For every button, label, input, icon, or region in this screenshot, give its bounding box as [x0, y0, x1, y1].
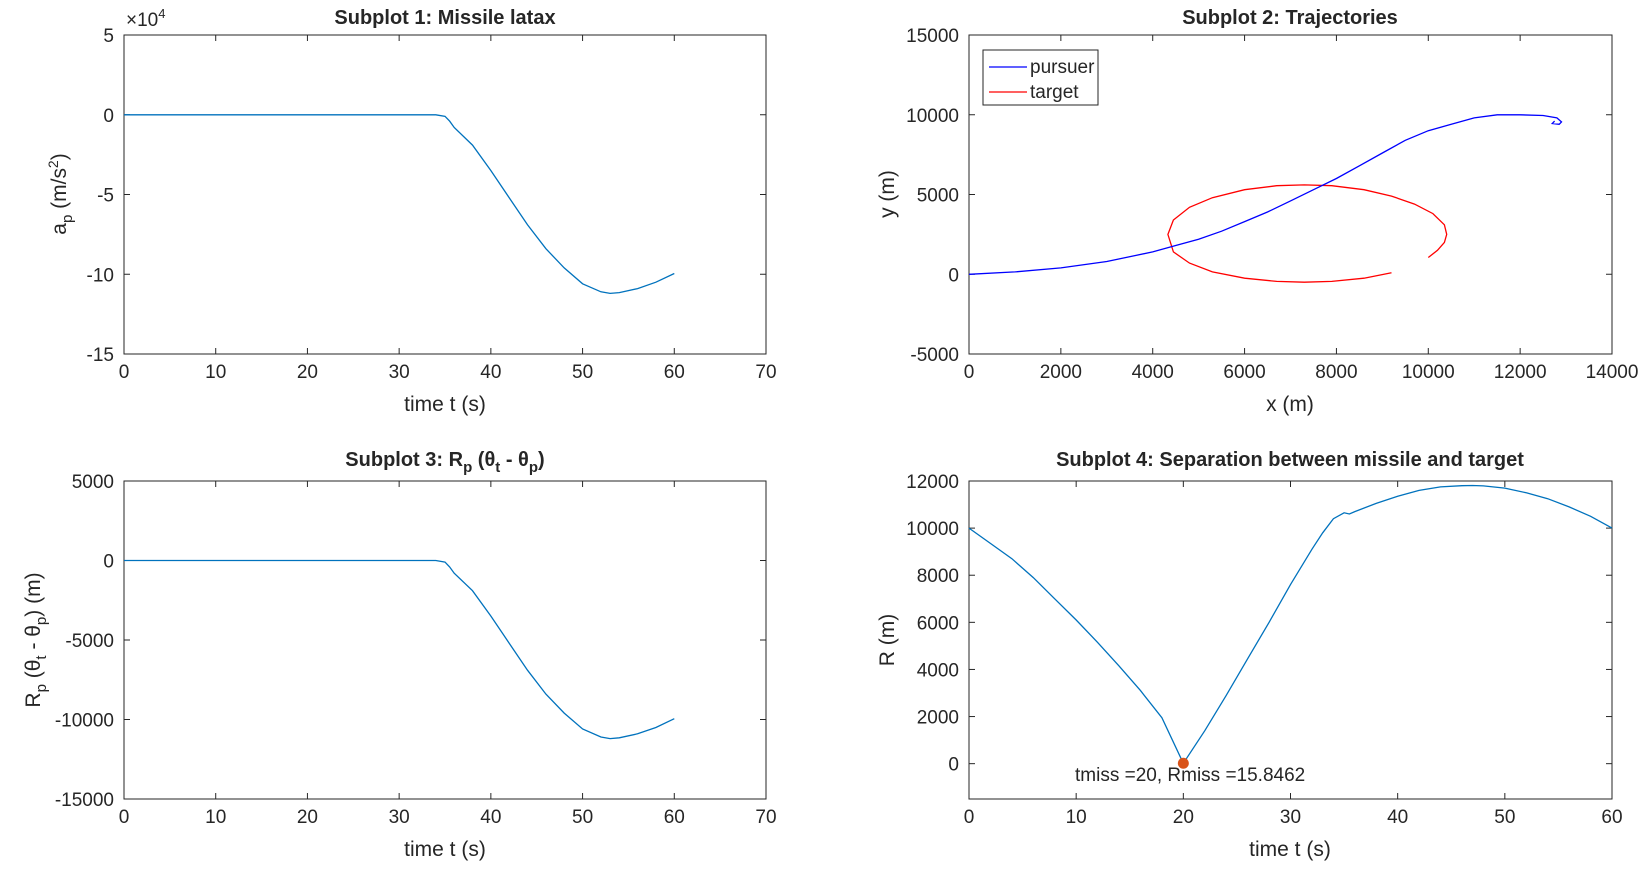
subplot-4-title: Subplot 4: Separation between missile an…: [1056, 449, 1524, 471]
x-tick-label: 30: [389, 362, 410, 383]
y-tick-label: -5000: [65, 631, 114, 652]
y-tick-label: -15: [87, 345, 114, 366]
x-tick-label: 4000: [1132, 362, 1174, 383]
subplot-4-miss-annotation: tmiss =20, Rmiss =15.8462: [1075, 765, 1305, 786]
x-tick-label: 60: [664, 362, 685, 383]
x-tick-label: 10000: [1402, 362, 1455, 383]
x-tick-label: 40: [480, 807, 501, 828]
x-tick-label: 10: [205, 362, 226, 383]
x-tick-label: 40: [1387, 807, 1408, 828]
y-tick-label: 5000: [917, 186, 959, 207]
subplot-1-exponent-label: ×104: [126, 6, 165, 31]
y-tick-label: 10000: [906, 106, 959, 127]
x-tick-label: 50: [572, 362, 593, 383]
subplot-3-rp-theta: 0 10 20 30 40 50 60 70 5000 0 -5000 -10000 -15000 Su…: [22, 449, 777, 861]
subplot-2-legend: pursuer target: [982, 49, 1099, 106]
subplot-4-separation: 0 10 20 30 40 50 60120001000080006000400020000…: [876, 449, 1623, 861]
y-tick-label: 8000: [917, 566, 959, 587]
subplot-1-ylabel: ap (m/s2): [45, 153, 76, 234]
y-tick-label: -10000: [55, 711, 114, 732]
x-tick-label: 20: [297, 807, 318, 828]
subplot-2-xlabel: x (m): [1266, 393, 1314, 416]
legend-target-label: target: [1030, 82, 1079, 103]
subplot-2-ticks: 0 2000 4000 6000 8000 10000 12000 14000-5000050…: [906, 26, 1638, 383]
subplot-4-separation-line: [968, 484, 1613, 765]
x-tick-label: 30: [1280, 807, 1301, 828]
x-tick-label: 0: [119, 807, 130, 828]
subplot-3-ylabel: Rp (θt - θp) (m): [22, 572, 50, 707]
legend-pursuer-label: pursuer: [1030, 57, 1095, 78]
x-tick-label: 70: [755, 807, 776, 828]
y-tick-label: 6000: [917, 613, 959, 634]
subplot-4-xlabel: time t (s): [1249, 838, 1331, 861]
y-tick-label: 15000: [906, 26, 959, 47]
y-tick-label: 12000: [906, 472, 959, 493]
y-tick-label: 0: [948, 755, 959, 776]
y-tick-label: -10: [87, 265, 114, 286]
y-tick-label: 10000: [906, 519, 959, 540]
x-tick-label: 12000: [1494, 362, 1547, 383]
x-tick-label: 10: [1066, 807, 1087, 828]
subplot-2-title: Subplot 2: Trajectories: [1182, 7, 1398, 29]
x-tick-label: 0: [964, 807, 975, 828]
subplot-3-title: Subplot 3: Rp (θt - θp): [345, 449, 544, 476]
x-tick-label: 6000: [1223, 362, 1265, 383]
x-tick-label: 50: [572, 807, 593, 828]
x-tick-label: 50: [1494, 807, 1515, 828]
y-tick-label: 2000: [917, 708, 959, 729]
subplot-1-axes-frame: [123, 34, 767, 355]
x-tick-label: 20: [1173, 807, 1194, 828]
y-tick-label: 0: [948, 265, 959, 286]
legend-box: [982, 49, 1099, 106]
x-tick-label: 2000: [1040, 362, 1082, 383]
subplot-2-pursuer-line: [968, 114, 1563, 275]
subplot-2-trajectories: 0 2000 4000 6000 8000 10000 12000 14000-5000050…: [876, 7, 1638, 416]
x-tick-label: 60: [664, 807, 685, 828]
x-tick-label: 30: [389, 807, 410, 828]
subplot-3-axes-frame: [123, 480, 767, 800]
subplot-3-xlabel: time t (s): [404, 838, 486, 861]
y-tick-label: -5: [97, 186, 114, 207]
subplot-3-ticks: 0 10 20 30 40 50 60 70 5000 0 -5000 -10000 -15000: [55, 472, 777, 828]
subplot-2-target-line: [1167, 184, 1448, 283]
subplot-4-ticks: 0 10 20 30 40 50 60 12000 10000 8000 6000 4000 2000 0: [906, 472, 1622, 828]
y-tick-label: 5: [103, 26, 114, 47]
subplot-4-ylabel: R (m): [876, 614, 899, 666]
subplot-4-miss-marker: [1177, 757, 1189, 769]
x-tick-label: 70: [755, 362, 776, 383]
y-tick-label: -5000: [910, 345, 959, 366]
x-tick-label: 0: [964, 362, 975, 383]
x-tick-label: 60: [1601, 807, 1622, 828]
x-tick-label: 14000: [1586, 362, 1639, 383]
x-tick-label: 40: [480, 362, 501, 383]
x-tick-label: 20: [297, 362, 318, 383]
subplot-1-xlabel: time t (s): [404, 393, 486, 416]
y-tick-label: 4000: [917, 660, 959, 681]
subplot-1-title: Subplot 1: Missile latax: [334, 7, 555, 29]
y-tick-label: 0: [103, 106, 114, 127]
subplot-4-axes-frame: [968, 480, 1613, 800]
x-tick-label: 8000: [1315, 362, 1357, 383]
subplot-2-ylabel: y (m): [876, 170, 899, 218]
x-tick-label: 10: [205, 807, 226, 828]
subplot-3-rp-line: [124, 559, 675, 740]
y-tick-label: 0: [103, 552, 114, 573]
x-tick-label: 0: [119, 362, 130, 383]
y-tick-label: -15000: [55, 790, 114, 811]
subplot-1-latax-line: [124, 114, 675, 295]
y-tick-label: 5000: [72, 472, 114, 493]
